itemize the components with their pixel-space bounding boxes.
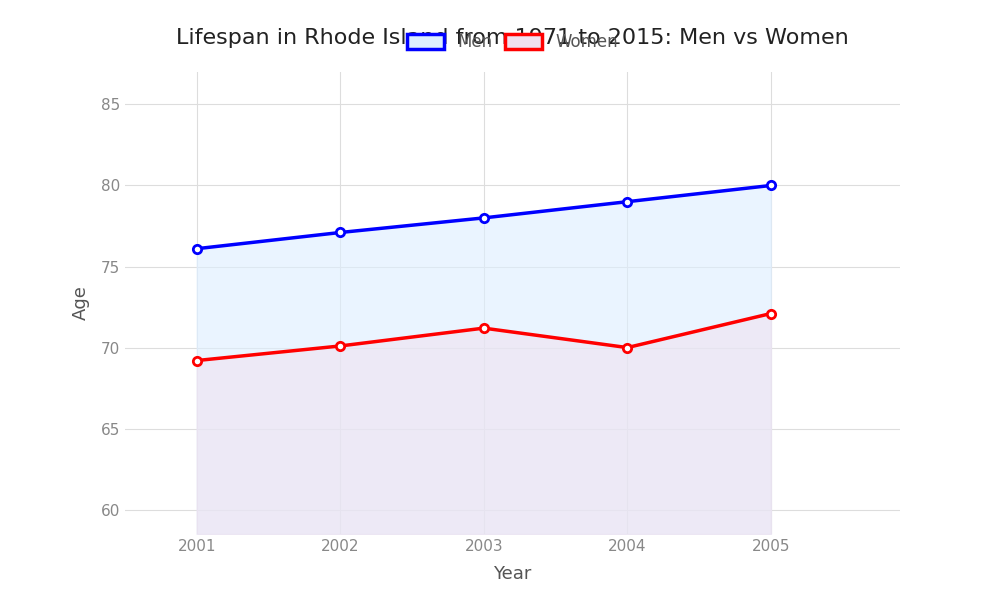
Line: Men: Men xyxy=(193,181,775,253)
Men xyxy=(621,198,633,205)
Men xyxy=(478,214,490,221)
Men xyxy=(191,245,203,252)
Women xyxy=(334,343,346,350)
Women xyxy=(621,344,633,351)
X-axis label: Year: Year xyxy=(493,565,532,583)
Women xyxy=(765,310,777,317)
Women xyxy=(478,325,490,332)
Men xyxy=(334,229,346,236)
Women xyxy=(191,357,203,364)
Men xyxy=(765,182,777,189)
Title: Lifespan in Rhode Island from 1971 to 2015: Men vs Women: Lifespan in Rhode Island from 1971 to 20… xyxy=(176,28,849,48)
Y-axis label: Age: Age xyxy=(72,286,90,320)
Line: Women: Women xyxy=(193,310,775,365)
Legend: Men, Women: Men, Women xyxy=(399,25,626,59)
